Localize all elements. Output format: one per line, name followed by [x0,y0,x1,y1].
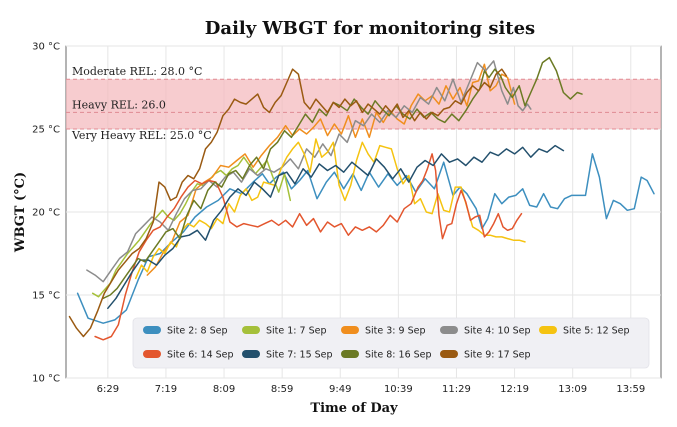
legend: Site 2: 8 Sep Site 1: 7 Sep Site 3: 9 Sep S… [132,317,650,369]
legend-entry-7: Site 7: 15 Sep [266,350,333,361]
legend-swatch-1 [143,326,161,334]
legend-swatch-4 [440,326,458,334]
rel-band-label-0: Moderate REL: 28.0 °C [72,65,202,78]
x-tick-label-7: 12:19 [500,384,529,395]
series-line-6 [94,153,523,341]
series-line-9 [68,68,508,338]
legend-entry-1: Site 2: 8 Sep [167,326,228,337]
legend-entry-2: Site 1: 7 Sep [266,326,327,337]
x-tick-label-4: 9:49 [329,384,351,395]
y-tick-label-1: 15 °C [32,291,60,302]
rel-band-label-1: Heavy REL: 26.0 [72,98,166,111]
x-tick-label-0: 6:29 [97,384,119,395]
legend-swatch-3 [341,326,359,334]
series-lines [68,56,655,341]
legend-entry-8: Site 8: 16 Sep [365,350,432,361]
legend-swatch-5 [539,326,557,334]
y-tick-label-3: 25 °C [32,125,60,136]
series-line-5 [134,138,526,280]
legend-entry-5: Site 5: 12 Sep [563,326,630,337]
x-tick-label-6: 11:29 [442,384,471,395]
legend-swatch-6 [143,350,161,358]
y-tick-label-4: 30 °C [32,42,60,53]
series-line-4 [86,60,532,283]
legend-swatch-2 [242,326,260,334]
axes: 10 °C 15 °C 20 °C 25 °C 30 °C 6:29 7:19 8:09 8:5… [32,42,645,396]
chart-title: Daily WBGT for monitoring sites [205,18,535,39]
legend-entry-3: Site 3: 9 Sep [365,326,426,337]
x-tick-label-3: 8:59 [271,384,293,395]
rel-band-label-2: Very Heavy REL: 25.0 °C [71,129,212,142]
legend-entry-9: Site 9: 17 Sep [464,350,531,361]
y-tick-label-0: 10 °C [32,374,60,385]
legend-swatch-9 [440,350,458,358]
legend-box [132,317,650,369]
legend-entry-4: Site 4: 10 Sep [464,326,531,337]
x-axis-label: Time of Day [310,401,398,416]
x-tick-label-5: 10:39 [384,384,413,395]
x-tick-label-8: 13:09 [558,384,587,395]
x-tick-label-1: 7:19 [155,384,177,395]
series-line-7 [107,144,565,310]
y-tick-label-2: 20 °C [32,208,60,219]
legend-swatch-8 [341,350,359,358]
legend-swatch-7 [242,350,260,358]
x-tick-label-2: 8:09 [213,384,235,395]
x-tick-label-9: 13:59 [616,384,645,395]
legend-entry-6: Site 6: 14 Sep [167,350,234,361]
y-axis-label: WBGT (°C) [13,172,28,253]
